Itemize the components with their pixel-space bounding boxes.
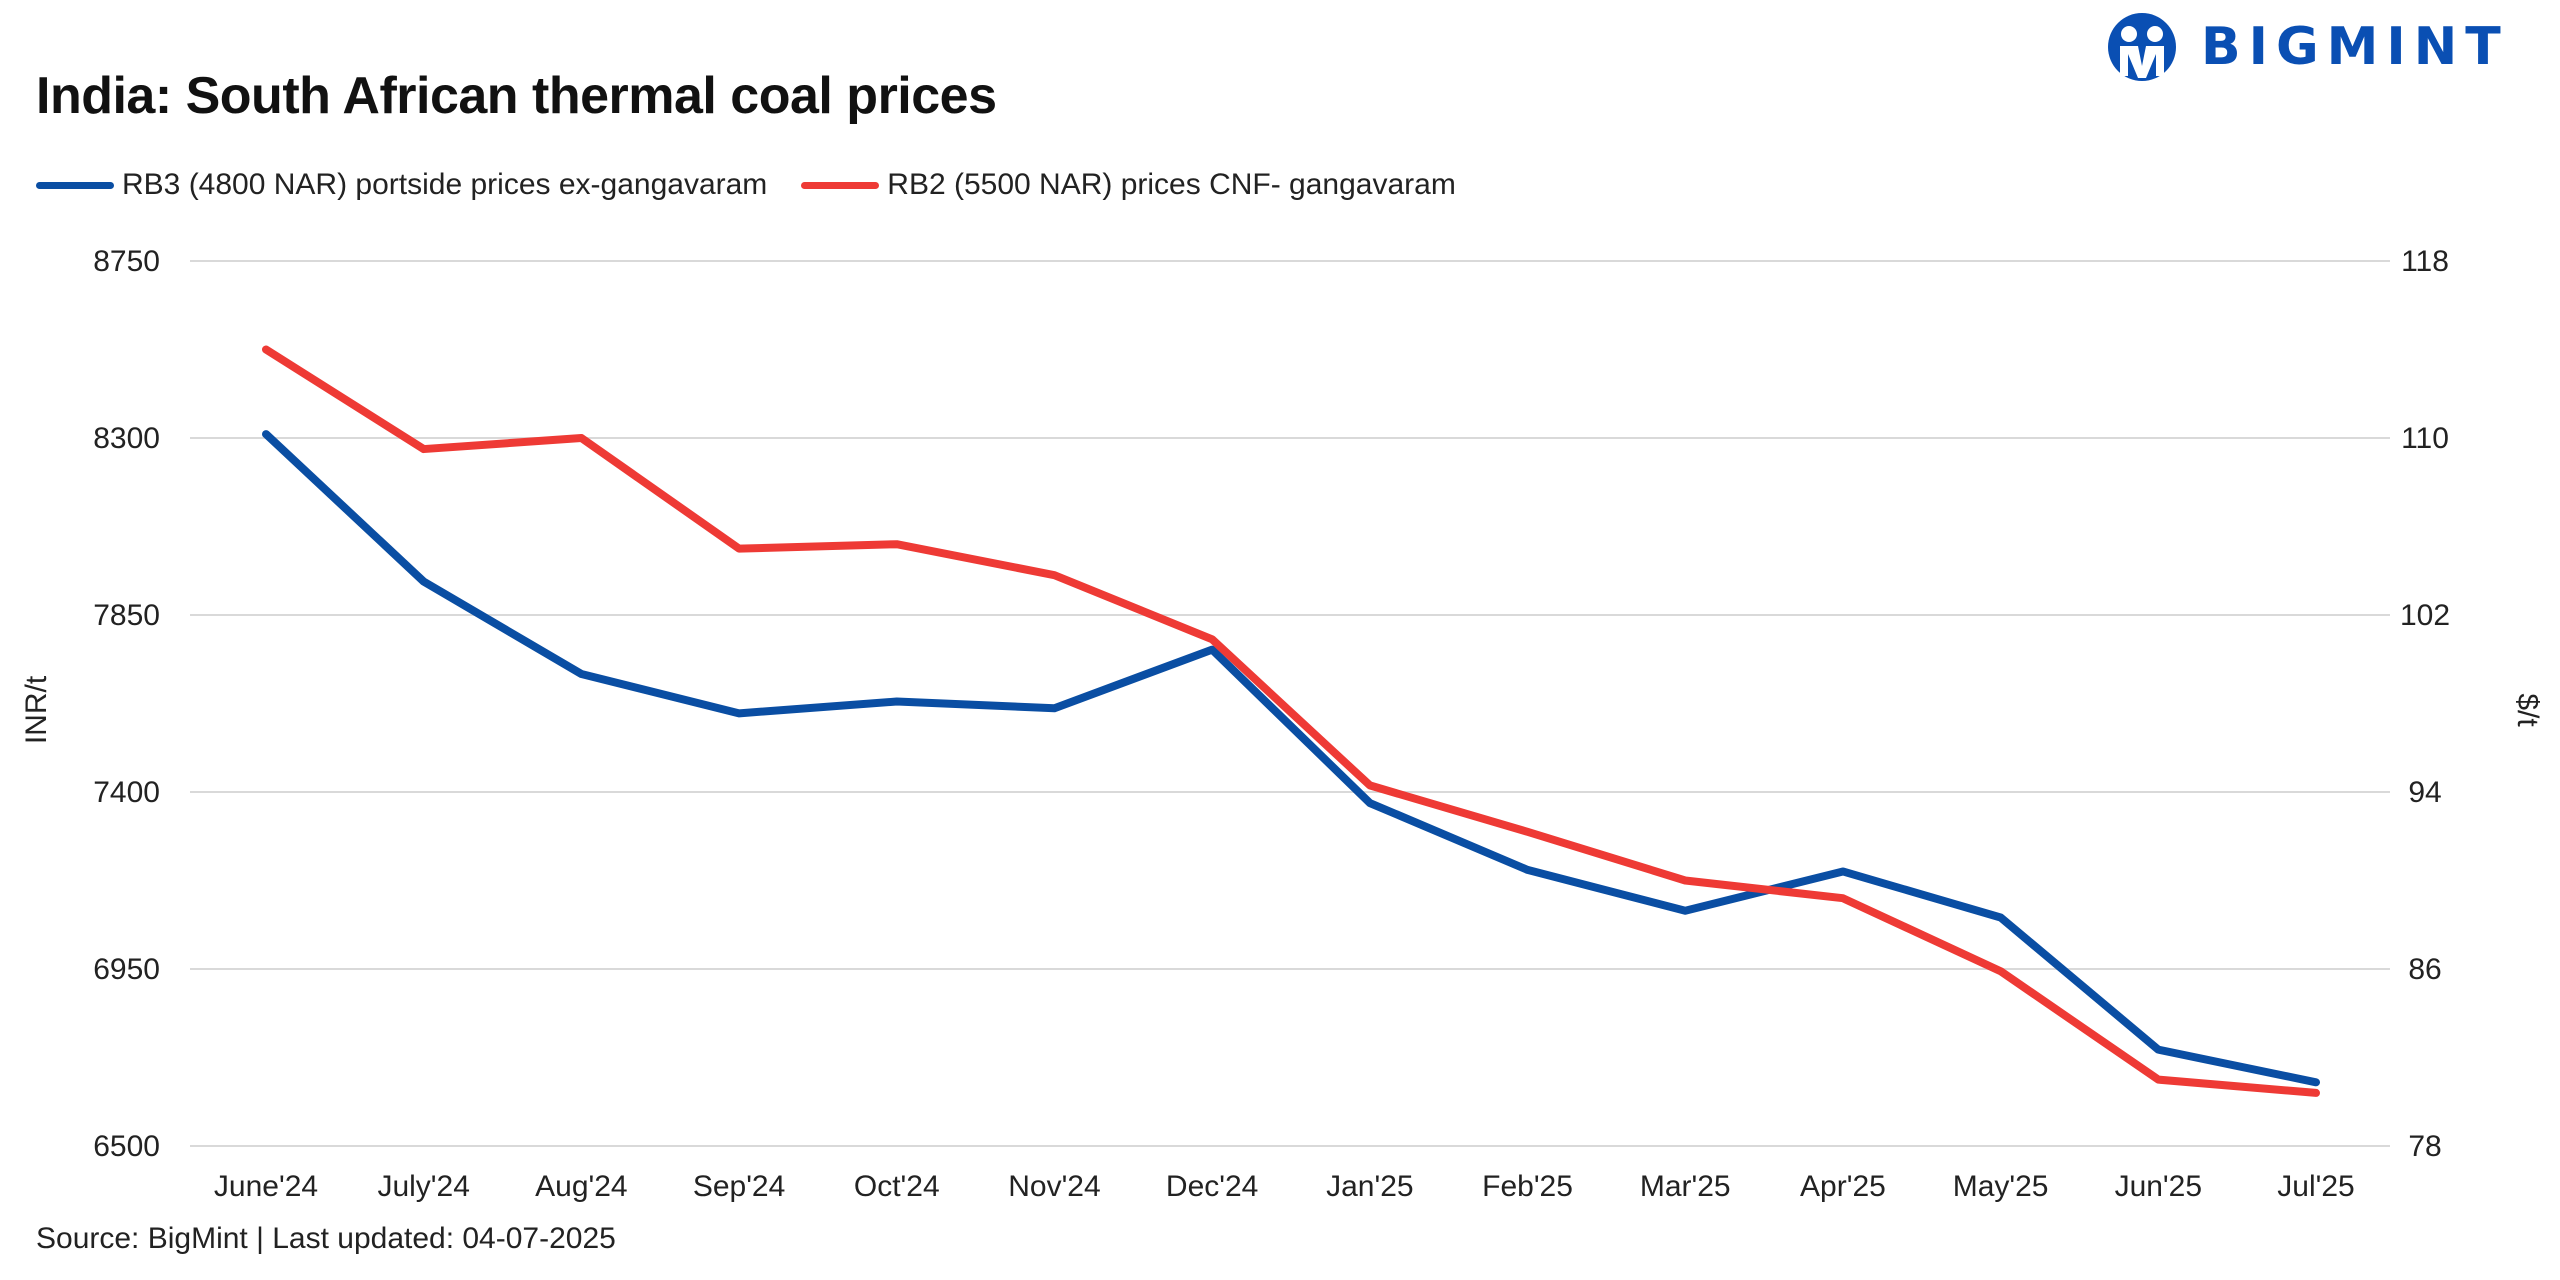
- y-tick-label: 8750: [93, 245, 160, 278]
- x-tick-label: July'24: [377, 1170, 469, 1203]
- y-tick-label: 6500: [93, 1130, 160, 1163]
- legend-label-rb3: RB3 (4800 NAR) portside prices ex-gangav…: [122, 168, 768, 201]
- bigmint-logo: BIGMINT: [2105, 10, 2509, 84]
- legend-swatch-rb3: [36, 181, 114, 189]
- x-tick-label: Nov'24: [1008, 1170, 1100, 1203]
- y-tick-label: 7400: [93, 776, 160, 809]
- legend-item-rb2: RB2 (5500 NAR) prices CNF- gangavaram: [801, 168, 1456, 202]
- brand-name: BIGMINT: [2201, 17, 2509, 77]
- y2-tick-label: 86: [2408, 953, 2441, 986]
- x-tick-label: Jul'25: [2277, 1170, 2354, 1203]
- x-tick-label: Oct'24: [854, 1170, 940, 1203]
- y2-tick-label: 102: [2400, 599, 2450, 632]
- y-tick-label: 7850: [93, 599, 160, 632]
- x-tick-label: Apr'25: [1800, 1170, 1886, 1203]
- y-tick-label: 8300: [93, 422, 160, 455]
- source-note: Source: BigMint | Last updated: 04-07-20…: [36, 1222, 616, 1255]
- x-tick-label: May'25: [1953, 1170, 2049, 1203]
- y2-tick-label: 110: [2401, 422, 2449, 455]
- series-line-rb2: [262, 345, 2320, 1097]
- y-tick-label: 6950: [93, 953, 160, 986]
- y2-axis-label: $/t: [2511, 693, 2544, 727]
- x-tick-label: Sep'24: [693, 1170, 785, 1203]
- y2-tick-label: 78: [2408, 1130, 2441, 1163]
- y-axis-label: INR/t: [20, 675, 53, 744]
- series-line-rb3: [262, 430, 2320, 1087]
- x-tick-label: June'24: [214, 1170, 318, 1203]
- x-tick-label: Feb'25: [1482, 1170, 1573, 1203]
- chart-title: India: South African thermal coal prices: [36, 67, 997, 125]
- x-tick-label: Jun'25: [2115, 1170, 2202, 1203]
- y2-tick-label: 118: [2401, 245, 2449, 278]
- legend-item-rb3: RB3 (4800 NAR) portside prices ex-gangav…: [36, 168, 767, 202]
- bigmint-logo-icon: [2108, 13, 2176, 81]
- x-tick-label: Mar'25: [1640, 1170, 1731, 1203]
- x-tick-label: Aug'24: [535, 1170, 627, 1203]
- y2-tick-label: 94: [2408, 776, 2441, 809]
- legend-swatch-rb2: [801, 181, 880, 189]
- legend: RB3 (4800 NAR) portside prices ex-gangav…: [36, 168, 1456, 202]
- x-tick-label: Dec'24: [1166, 1170, 1258, 1203]
- legend-label-rb2: RB2 (5500 NAR) prices CNF- gangavaram: [887, 168, 1456, 201]
- x-tick-label: Jan'25: [1326, 1170, 1413, 1203]
